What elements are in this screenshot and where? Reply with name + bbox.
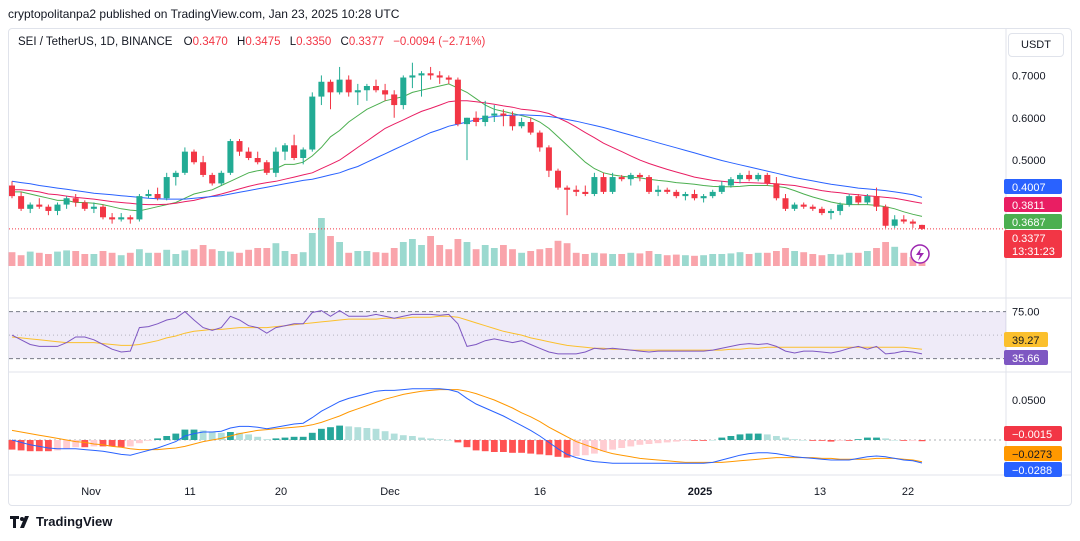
symbol-legend: SEI / TetherUS, 1D, BINANCE O0.3470 H0.3… xyxy=(18,36,486,48)
symbol-name[interactable]: SEI / TetherUS, 1D, BINANCE xyxy=(18,36,173,48)
close-value: 0.3377 xyxy=(348,36,384,48)
open-value: 0.3470 xyxy=(192,36,228,48)
tradingview-brand: TradingView xyxy=(10,514,112,529)
tradingview-logo-icon xyxy=(10,515,29,528)
currency-button[interactable]: USDT xyxy=(1008,33,1064,57)
chart-frame[interactable] xyxy=(8,28,1072,506)
change-value: −0.0094 (−2.71%) xyxy=(393,36,486,48)
brand-name: TradingView xyxy=(36,514,113,529)
high-value: 0.3475 xyxy=(245,36,281,48)
publish-header: cryptopolitanpa2 published on TradingVie… xyxy=(8,7,400,21)
low-value: 0.3350 xyxy=(296,36,332,48)
